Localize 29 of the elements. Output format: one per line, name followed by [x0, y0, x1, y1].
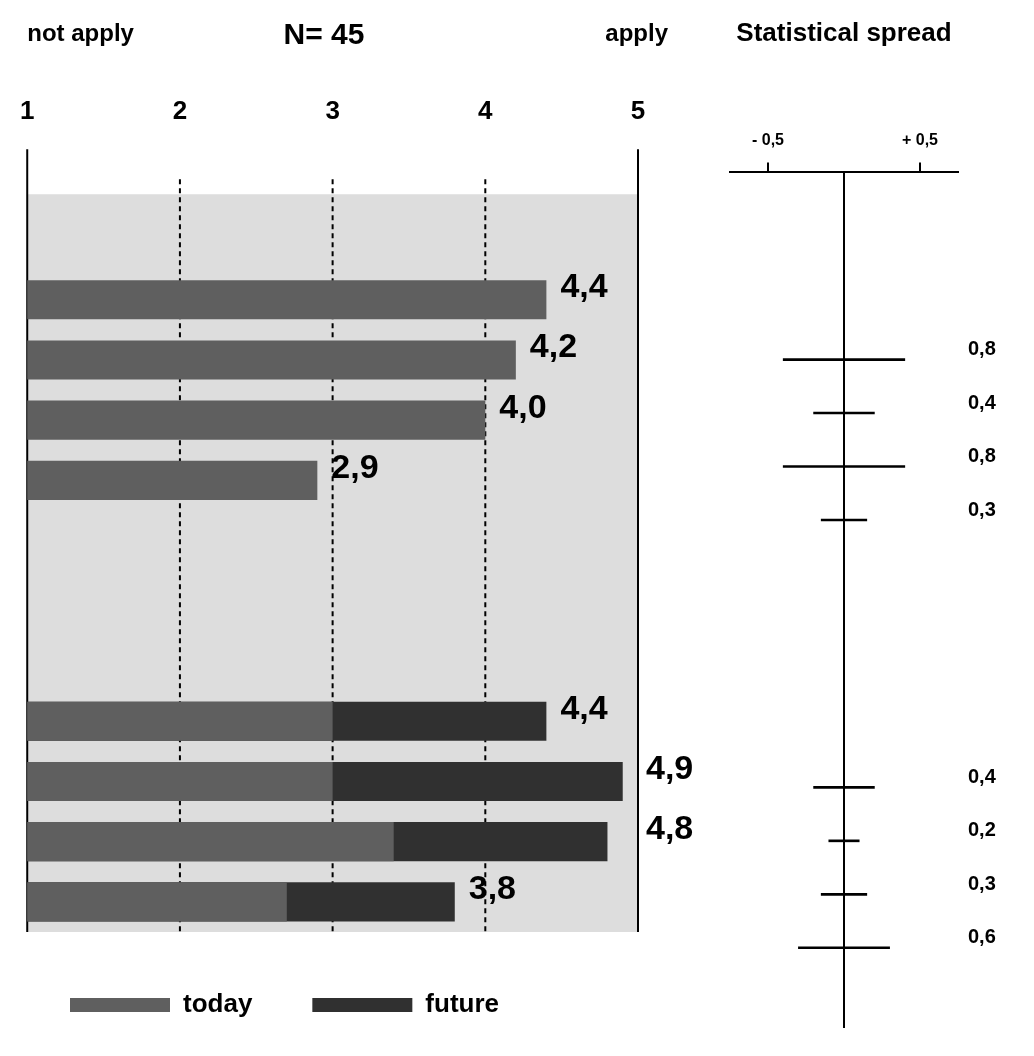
data-label: 4,0 [499, 386, 547, 425]
x-tick-label: + 0,5 [901, 131, 939, 149]
data-label: 2,9 [331, 446, 379, 485]
legend-label: future [425, 988, 500, 1019]
data-label: 4,8 [646, 808, 694, 847]
data-label: 0,3 [968, 871, 996, 894]
x-tick-label: 3 [325, 94, 340, 125]
data-label: 4,4 [560, 687, 608, 726]
chart-title: N= 45 [283, 17, 365, 51]
data-label: 0,2 [968, 818, 996, 841]
data-label: 0,4 [968, 764, 997, 787]
data-label: 3,8 [468, 868, 517, 907]
legend-label: today [183, 988, 253, 1019]
data-label: 0,4 [968, 390, 997, 413]
data-label: 0,6 [968, 925, 996, 948]
data-label: 4,9 [646, 747, 694, 786]
x-tick-label: 1 [20, 94, 35, 125]
data-label: 0,8 [968, 337, 996, 360]
data-label: 0,8 [968, 444, 996, 467]
data-label: 4,4 [560, 266, 608, 305]
data-label: 4,2 [529, 326, 578, 365]
x-tick-label: 2 [172, 94, 188, 125]
x-tick-label: - 0,5 [751, 131, 785, 149]
text: not apply [27, 18, 135, 46]
x-tick-label: 5 [630, 94, 646, 125]
data-label: 0,3 [968, 497, 996, 520]
text: apply [605, 18, 669, 46]
chart-title: Statistical spread [736, 16, 952, 47]
x-tick-label: 4 [478, 94, 494, 125]
